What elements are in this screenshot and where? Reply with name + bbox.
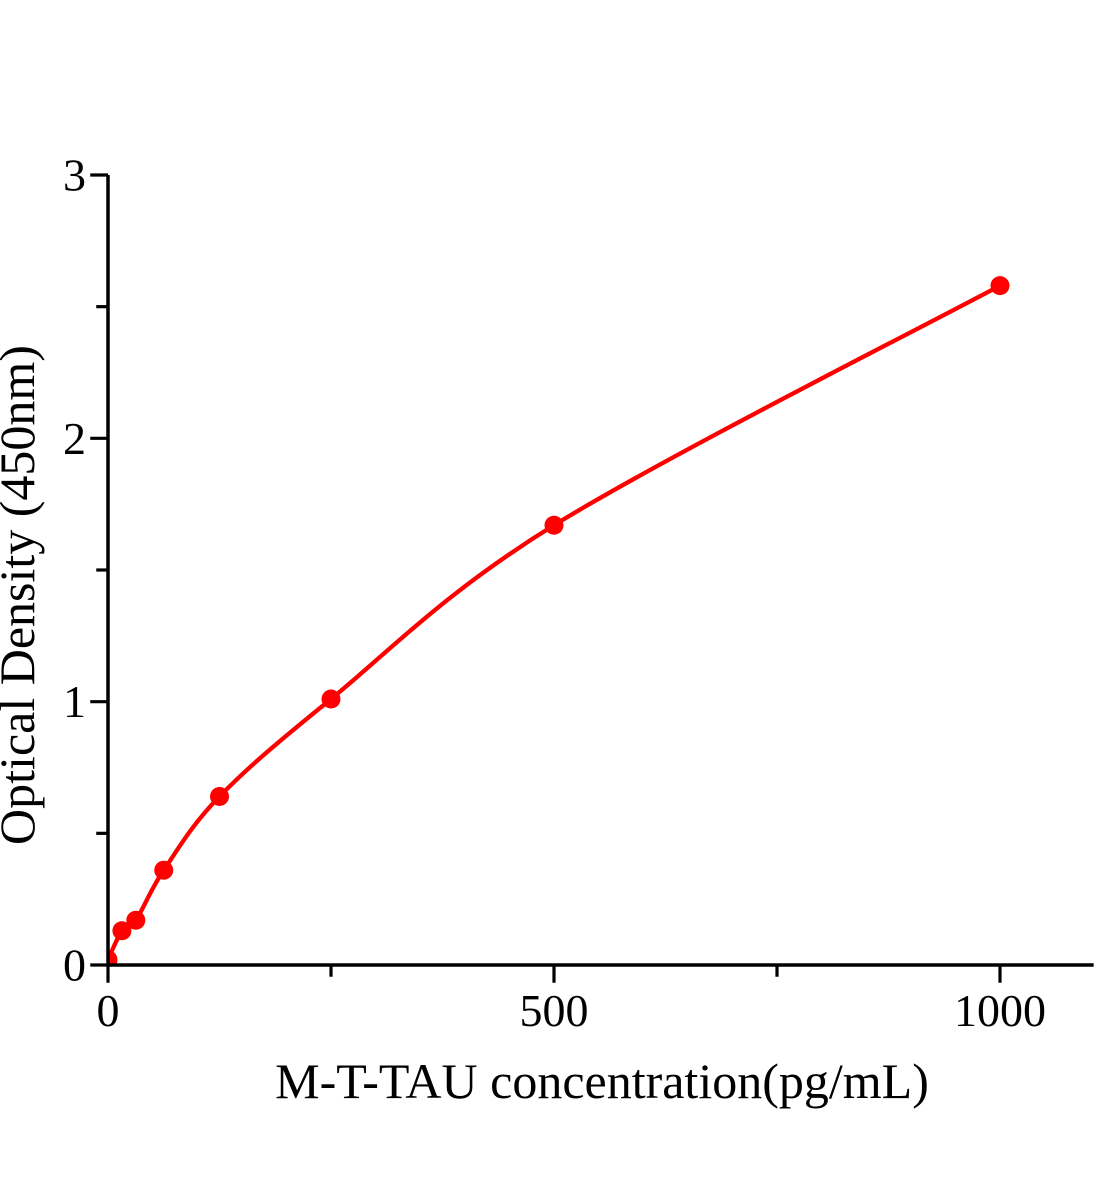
x-tick-label: 0 — [97, 985, 120, 1036]
data-point-marker-0 — [108, 950, 118, 965]
y-axis-title: Optical Density (450nm) — [0, 345, 45, 845]
y-tick-label: 1 — [63, 676, 86, 727]
data-point-marker-3 — [154, 860, 174, 880]
data-point-marker-7 — [990, 276, 1010, 296]
data-series-layer — [108, 276, 1010, 965]
data-point-marker-4 — [210, 786, 229, 806]
y-tick-label: 0 — [63, 940, 86, 991]
y-tick-label: 2 — [63, 413, 86, 464]
x-tick-label: 500 — [520, 985, 589, 1036]
tick-label-layer: 0 500 1000 0 1 2 3 — [63, 150, 1046, 1037]
data-point-marker-6 — [544, 515, 564, 535]
axes-layer — [90, 173, 1094, 983]
standard-curve-line — [108, 283, 1002, 961]
x-tick-label: 1000 — [954, 985, 1046, 1036]
data-point-marker-5 — [321, 689, 341, 709]
data-point-marker-1 — [112, 921, 132, 941]
y-tick-label: 3 — [63, 150, 86, 201]
x-axis-title: M-T-TAU concentration(pg/mL) — [275, 1053, 929, 1109]
data-point-marker-2 — [126, 910, 146, 930]
